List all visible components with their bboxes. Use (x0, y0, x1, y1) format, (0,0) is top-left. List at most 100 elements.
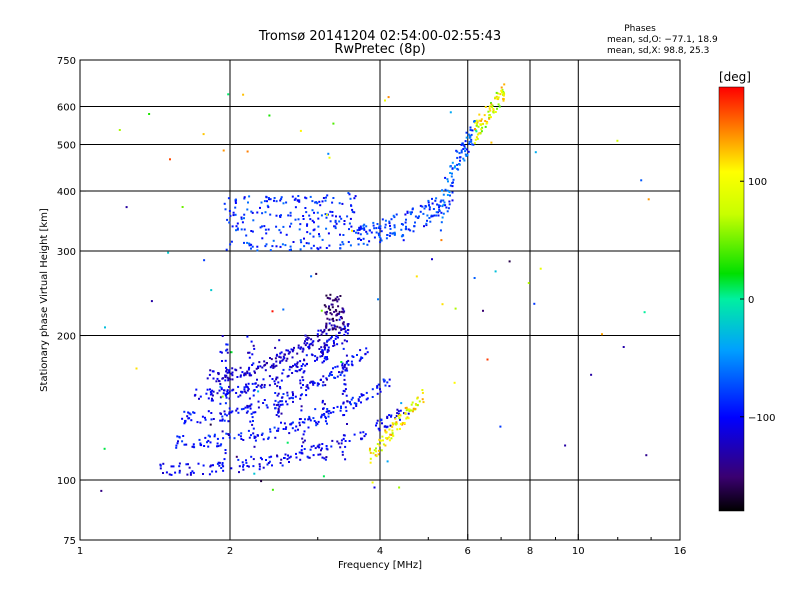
echo-point (217, 445, 220, 448)
echo-point (477, 125, 480, 128)
echo-point (373, 227, 376, 230)
echo-point (229, 214, 232, 217)
echo-point (360, 437, 362, 440)
echo-point (402, 223, 404, 226)
echo-point (226, 371, 229, 374)
echo-point (457, 168, 460, 171)
echo-point (326, 213, 328, 216)
echo-point (239, 435, 242, 438)
echo-point (225, 432, 228, 435)
echo-point (257, 400, 260, 403)
echo-point (295, 365, 298, 368)
echo-point (347, 192, 350, 194)
echo-point (278, 229, 281, 232)
echo-point (341, 450, 344, 453)
echo-point (462, 144, 465, 147)
echo-point (262, 402, 265, 404)
echo-point (252, 458, 255, 461)
echo-point (425, 222, 428, 225)
echo-point (331, 306, 334, 309)
echo-point (279, 403, 282, 406)
echo-point (240, 408, 243, 411)
echo-point (237, 433, 240, 436)
echo-point (343, 325, 346, 328)
echo-point (379, 241, 382, 244)
echo-point (421, 389, 424, 391)
echo-point (311, 209, 314, 212)
echo-point (324, 311, 327, 314)
echo-point (405, 406, 408, 409)
echo-point (410, 409, 413, 412)
echo-point (274, 436, 277, 439)
echo-point (279, 231, 282, 234)
echo-point (342, 347, 345, 350)
echo-point (357, 398, 360, 401)
echo-point (305, 389, 308, 392)
echo-point (216, 445, 218, 448)
echo-point (211, 397, 213, 400)
echo-point (176, 435, 179, 438)
echo-point (272, 363, 275, 366)
echo-point (323, 304, 326, 307)
echo-point (464, 147, 467, 150)
echo-point (222, 437, 225, 440)
echo-point (340, 361, 343, 363)
echo-point (319, 355, 322, 358)
echo-point (278, 405, 281, 408)
echo-point (281, 243, 284, 246)
echo-point (339, 233, 341, 236)
echo-point (247, 388, 250, 391)
echo-point (186, 415, 189, 418)
echo-point (189, 473, 192, 476)
echo-point (357, 232, 360, 235)
echo-point (268, 456, 271, 459)
echo-point (462, 148, 465, 150)
echo-point (311, 344, 314, 347)
echo-point (227, 392, 230, 395)
echo-point (211, 470, 214, 473)
echo-point (277, 401, 280, 404)
echo-point (325, 417, 327, 420)
echo-point (288, 249, 291, 252)
echo-point (347, 241, 350, 243)
echo-point (276, 394, 279, 397)
echo-point (410, 403, 413, 406)
echo-point (221, 360, 223, 362)
y-tick-label: 300 (57, 247, 76, 258)
echo-point (499, 93, 502, 96)
echo-point (241, 371, 244, 374)
echo-point (354, 195, 357, 198)
echo-point (269, 430, 272, 433)
echo-point (491, 104, 494, 107)
echo-point (342, 401, 345, 404)
echo-point (431, 197, 433, 200)
echo-point (302, 379, 305, 382)
echo-point (414, 221, 416, 224)
echo-point (328, 322, 331, 325)
echo-point (325, 196, 327, 199)
echo-point (224, 393, 227, 396)
echo-point (362, 431, 365, 434)
echo-point (303, 342, 306, 345)
echo-point (260, 201, 263, 204)
echo-point (211, 399, 214, 402)
echo-point (304, 344, 307, 347)
echo-point (224, 359, 227, 362)
echo-point (269, 213, 272, 216)
echo-point (335, 335, 338, 338)
echo-point (464, 140, 467, 143)
echo-point (449, 165, 452, 168)
echo-point (381, 422, 383, 425)
echo-point (382, 443, 385, 446)
echo-point (438, 210, 441, 212)
echo-point (480, 130, 483, 133)
echo-point (475, 130, 478, 133)
echo-point (407, 408, 410, 411)
echo-point (228, 385, 230, 388)
echo-point (440, 221, 443, 224)
echo-point (301, 393, 303, 396)
echo-point (254, 439, 257, 442)
echo-point (429, 220, 432, 223)
echo-point (303, 430, 306, 433)
echo-point (250, 403, 253, 406)
